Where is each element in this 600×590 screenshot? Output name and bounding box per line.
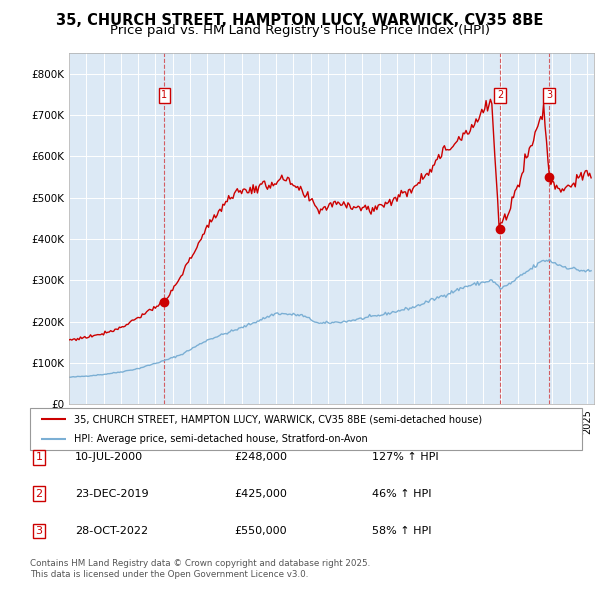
Text: 2: 2 — [497, 90, 503, 100]
Text: Contains HM Land Registry data © Crown copyright and database right 2025.
This d: Contains HM Land Registry data © Crown c… — [30, 559, 370, 579]
FancyBboxPatch shape — [30, 408, 582, 450]
Text: 23-DEC-2019: 23-DEC-2019 — [75, 489, 149, 499]
Text: 1: 1 — [161, 90, 167, 100]
Text: 127% ↑ HPI: 127% ↑ HPI — [372, 453, 439, 462]
Text: £248,000: £248,000 — [234, 453, 287, 462]
Text: HPI: Average price, semi-detached house, Stratford-on-Avon: HPI: Average price, semi-detached house,… — [74, 434, 368, 444]
Text: 58% ↑ HPI: 58% ↑ HPI — [372, 526, 431, 536]
Text: 28-OCT-2022: 28-OCT-2022 — [75, 526, 148, 536]
Text: £425,000: £425,000 — [234, 489, 287, 499]
Text: £550,000: £550,000 — [234, 526, 287, 536]
Text: 46% ↑ HPI: 46% ↑ HPI — [372, 489, 431, 499]
Text: 1: 1 — [35, 453, 43, 462]
Text: 10-JUL-2000: 10-JUL-2000 — [75, 453, 143, 462]
Text: 2: 2 — [35, 489, 43, 499]
Text: 35, CHURCH STREET, HAMPTON LUCY, WARWICK, CV35 8BE: 35, CHURCH STREET, HAMPTON LUCY, WARWICK… — [56, 13, 544, 28]
Text: 3: 3 — [546, 90, 553, 100]
Text: 3: 3 — [35, 526, 43, 536]
Text: Price paid vs. HM Land Registry's House Price Index (HPI): Price paid vs. HM Land Registry's House … — [110, 24, 490, 37]
Text: 35, CHURCH STREET, HAMPTON LUCY, WARWICK, CV35 8BE (semi-detached house): 35, CHURCH STREET, HAMPTON LUCY, WARWICK… — [74, 414, 482, 424]
